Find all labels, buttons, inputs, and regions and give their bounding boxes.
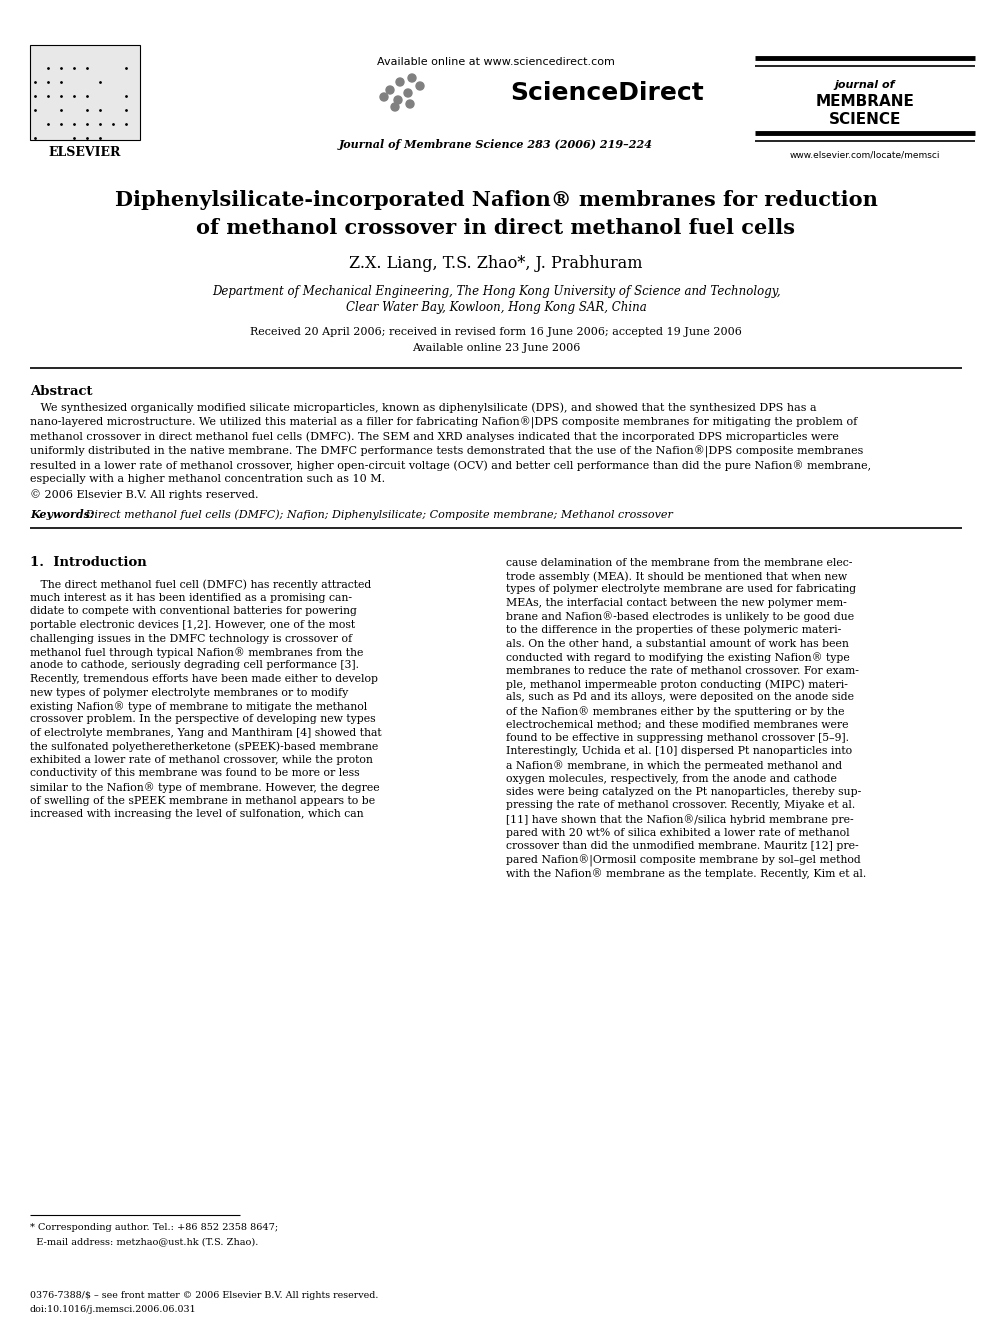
Text: with the Nafion® membrane as the template. Recently, Kim et al.: with the Nafion® membrane as the templat… [506, 868, 866, 878]
Text: Interestingly, Uchida et al. [10] dispersed Pt nanoparticles into: Interestingly, Uchida et al. [10] disper… [506, 746, 852, 757]
Text: new types of polymer electrolyte membranes or to modify: new types of polymer electrolyte membran… [30, 688, 348, 697]
Text: increased with increasing the level of sulfonation, which can: increased with increasing the level of s… [30, 808, 364, 819]
Text: methanol crossover in direct methanol fuel cells (DMFC). The SEM and XRD analyse: methanol crossover in direct methanol fu… [30, 431, 839, 442]
Text: ple, methanol impermeable proton conducting (MIPC) materi-: ple, methanol impermeable proton conduct… [506, 679, 848, 689]
Circle shape [394, 97, 402, 105]
Text: portable electronic devices [1,2]. However, one of the most: portable electronic devices [1,2]. Howev… [30, 620, 355, 630]
Text: ELSEVIER: ELSEVIER [49, 146, 121, 159]
Text: oxygen molecules, respectively, from the anode and cathode: oxygen molecules, respectively, from the… [506, 774, 837, 783]
Text: conducted with regard to modifying the existing Nafion® type: conducted with regard to modifying the e… [506, 652, 850, 663]
Text: journal of: journal of [834, 79, 895, 90]
Text: crossover than did the unmodified membrane. Mauritz [12] pre-: crossover than did the unmodified membra… [506, 841, 859, 851]
Text: similar to the Nafion® type of membrane. However, the degree: similar to the Nafion® type of membrane.… [30, 782, 380, 792]
Circle shape [404, 89, 412, 97]
Text: methanol fuel through typical Nafion® membranes from the: methanol fuel through typical Nafion® me… [30, 647, 363, 658]
Text: Z.X. Liang, T.S. Zhao*, J. Prabhuram: Z.X. Liang, T.S. Zhao*, J. Prabhuram [349, 255, 643, 273]
Text: 1.  Introduction: 1. Introduction [30, 556, 147, 569]
Text: a Nafion® membrane, in which the permeated methanol and: a Nafion® membrane, in which the permeat… [506, 759, 842, 771]
Text: of electrolyte membranes, Yang and Manthiram [4] showed that: of electrolyte membranes, Yang and Manth… [30, 728, 382, 738]
Text: SCIENCE: SCIENCE [828, 111, 901, 127]
Text: ScienceDirect: ScienceDirect [510, 81, 703, 105]
Text: of methanol crossover in direct methanol fuel cells: of methanol crossover in direct methanol… [196, 218, 796, 238]
Text: conductivity of this membrane was found to be more or less: conductivity of this membrane was found … [30, 769, 360, 778]
Text: Diphenylsilicate-incorporated Nafion® membranes for reduction: Diphenylsilicate-incorporated Nafion® me… [114, 191, 878, 210]
Text: types of polymer electrolyte membrane are used for fabricating: types of polymer electrolyte membrane ar… [506, 585, 856, 594]
Text: trode assembly (MEA). It should be mentioned that when new: trode assembly (MEA). It should be menti… [506, 572, 847, 582]
Text: sides were being catalyzed on the Pt nanoparticles, thereby sup-: sides were being catalyzed on the Pt nan… [506, 787, 861, 796]
Text: exhibited a lower rate of methanol crossover, while the proton: exhibited a lower rate of methanol cross… [30, 755, 373, 765]
Text: * Corresponding author. Tel.: +86 852 2358 8647;: * Corresponding author. Tel.: +86 852 23… [30, 1222, 278, 1232]
Text: MEMBRANE: MEMBRANE [815, 94, 915, 110]
Circle shape [386, 86, 394, 94]
Text: uniformly distributed in the native membrane. The DMFC performance tests demonst: uniformly distributed in the native memb… [30, 446, 863, 458]
Text: [11] have shown that the Nafion®/silica hybrid membrane pre-: [11] have shown that the Nafion®/silica … [506, 814, 854, 824]
Circle shape [416, 82, 424, 90]
Text: resulted in a lower rate of methanol crossover, higher open-circuit voltage (OCV: resulted in a lower rate of methanol cro… [30, 460, 871, 471]
Text: © 2006 Elsevier B.V. All rights reserved.: © 2006 Elsevier B.V. All rights reserved… [30, 490, 259, 500]
Circle shape [391, 103, 399, 111]
Text: challenging issues in the DMFC technology is crossover of: challenging issues in the DMFC technolog… [30, 634, 352, 643]
Text: didate to compete with conventional batteries for powering: didate to compete with conventional batt… [30, 606, 357, 617]
Circle shape [406, 101, 414, 108]
Text: pressing the rate of methanol crossover. Recently, Miyake et al.: pressing the rate of methanol crossover.… [506, 800, 855, 811]
Circle shape [408, 74, 416, 82]
Text: www.elsevier.com/locate/memsci: www.elsevier.com/locate/memsci [790, 151, 940, 160]
Text: nano-layered microstructure. We utilized this material as a filler for fabricati: nano-layered microstructure. We utilized… [30, 417, 857, 429]
Text: membranes to reduce the rate of methanol crossover. For exam-: membranes to reduce the rate of methanol… [506, 665, 859, 676]
Text: cause delamination of the membrane from the membrane elec-: cause delamination of the membrane from … [506, 557, 852, 568]
Text: The direct methanol fuel cell (DMFC) has recently attracted: The direct methanol fuel cell (DMFC) has… [30, 579, 371, 590]
FancyBboxPatch shape [30, 45, 140, 140]
Text: Available online at www.sciencedirect.com: Available online at www.sciencedirect.co… [377, 57, 615, 67]
Text: Clear Water Bay, Kowloon, Hong Kong SAR, China: Clear Water Bay, Kowloon, Hong Kong SAR,… [345, 302, 647, 315]
Text: the sulfonated polyetheretherketone (sPEEK)-based membrane: the sulfonated polyetheretherketone (sPE… [30, 741, 378, 751]
Text: much interest as it has been identified as a promising can-: much interest as it has been identified … [30, 593, 352, 603]
Text: 0376-7388/$ – see front matter © 2006 Elsevier B.V. All rights reserved.: 0376-7388/$ – see front matter © 2006 El… [30, 1291, 378, 1301]
Text: electrochemical method; and these modified membranes were: electrochemical method; and these modifi… [506, 720, 848, 729]
Text: of swelling of the sPEEK membrane in methanol appears to be: of swelling of the sPEEK membrane in met… [30, 795, 375, 806]
Text: pared Nafion®|Ormosil composite membrane by sol–gel method: pared Nafion®|Ormosil composite membrane… [506, 855, 861, 867]
Circle shape [396, 78, 404, 86]
Text: especially with a higher methanol concentration such as 10 M.: especially with a higher methanol concen… [30, 475, 385, 484]
Text: anode to cathode, seriously degrading cell performance [3].: anode to cathode, seriously degrading ce… [30, 660, 359, 671]
Text: E-mail address: metzhao@ust.hk (T.S. Zhao).: E-mail address: metzhao@ust.hk (T.S. Zha… [30, 1237, 258, 1246]
Text: brane and Nafion®-based electrodes is unlikely to be good due: brane and Nafion®-based electrodes is un… [506, 611, 854, 622]
Text: pared with 20 wt% of silica exhibited a lower rate of methanol: pared with 20 wt% of silica exhibited a … [506, 827, 849, 837]
Text: Keywords:: Keywords: [30, 509, 98, 520]
Text: of the Nafion® membranes either by the sputtering or by the: of the Nafion® membranes either by the s… [506, 706, 844, 717]
Text: found to be effective in suppressing methanol crossover [5–9].: found to be effective in suppressing met… [506, 733, 849, 744]
Circle shape [380, 93, 388, 101]
Text: Journal of Membrane Science 283 (2006) 219–224: Journal of Membrane Science 283 (2006) 2… [339, 139, 653, 151]
Text: to the difference in the properties of these polymeric materi-: to the difference in the properties of t… [506, 624, 841, 635]
Text: existing Nafion® type of membrane to mitigate the methanol: existing Nafion® type of membrane to mit… [30, 701, 367, 712]
Text: Department of Mechanical Engineering, The Hong Kong University of Science and Te: Department of Mechanical Engineering, Th… [211, 286, 781, 299]
Text: Recently, tremendous efforts have been made either to develop: Recently, tremendous efforts have been m… [30, 673, 378, 684]
Text: We synthesized organically modified silicate microparticles, known as diphenylsi: We synthesized organically modified sili… [30, 402, 816, 413]
Text: Available online 23 June 2006: Available online 23 June 2006 [412, 343, 580, 353]
Text: Direct methanol fuel cells (DMFC); Nafion; Diphenylsilicate; Composite membrane;: Direct methanol fuel cells (DMFC); Nafio… [82, 509, 673, 520]
Text: doi:10.1016/j.memsci.2006.06.031: doi:10.1016/j.memsci.2006.06.031 [30, 1304, 196, 1314]
Text: MEAs, the interfacial contact between the new polymer mem-: MEAs, the interfacial contact between th… [506, 598, 847, 609]
Text: als, such as Pd and its alloys, were deposited on the anode side: als, such as Pd and its alloys, were dep… [506, 692, 854, 703]
Text: als. On the other hand, a substantial amount of work has been: als. On the other hand, a substantial am… [506, 639, 849, 648]
Text: crossover problem. In the perspective of developing new types: crossover problem. In the perspective of… [30, 714, 376, 725]
Text: Abstract: Abstract [30, 385, 92, 398]
Text: Received 20 April 2006; received in revised form 16 June 2006; accepted 19 June : Received 20 April 2006; received in revi… [250, 327, 742, 337]
